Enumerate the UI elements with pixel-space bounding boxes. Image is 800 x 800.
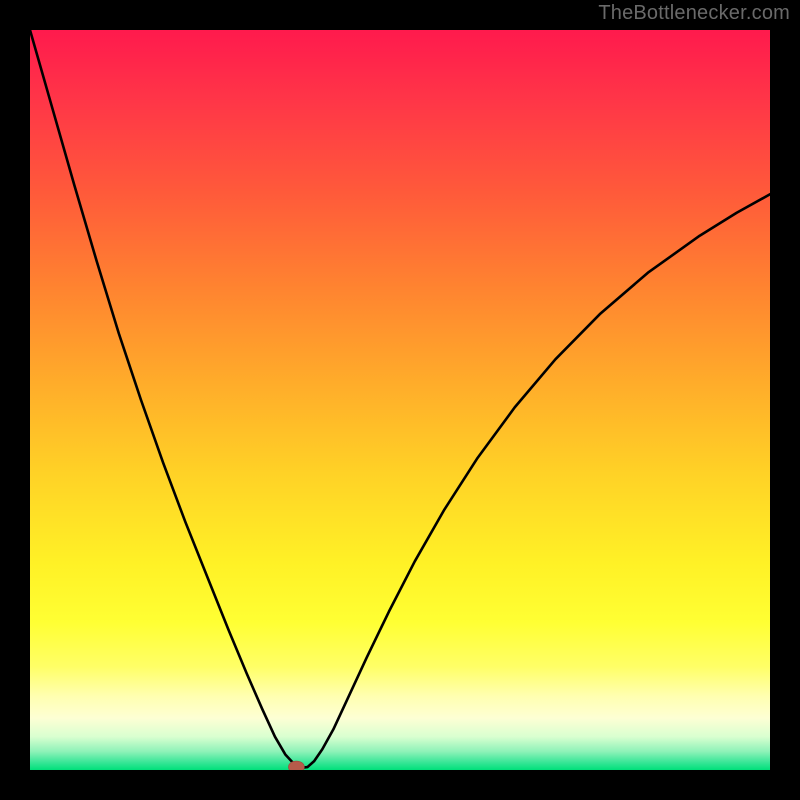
chart-frame: TheBottlenecker.com: [0, 0, 800, 800]
chart-area: [30, 30, 770, 770]
watermark-text: TheBottlenecker.com: [598, 2, 790, 25]
gradient-curve-chart: [30, 30, 770, 770]
